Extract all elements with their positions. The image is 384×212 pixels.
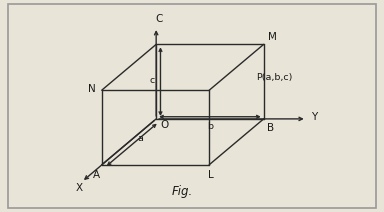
Text: C: C <box>156 14 163 24</box>
Text: c: c <box>149 76 155 85</box>
Text: O: O <box>161 120 169 130</box>
Text: N: N <box>88 84 96 94</box>
Text: X: X <box>75 183 82 193</box>
Text: L: L <box>208 170 214 180</box>
Text: a: a <box>137 134 143 144</box>
Text: M: M <box>268 32 277 42</box>
Text: A: A <box>93 170 100 180</box>
Text: b: b <box>207 122 213 131</box>
Text: Fig.: Fig. <box>171 185 193 198</box>
Text: B: B <box>266 123 274 133</box>
Text: P(a,b,c): P(a,b,c) <box>257 73 293 82</box>
Text: Y: Y <box>311 112 317 123</box>
